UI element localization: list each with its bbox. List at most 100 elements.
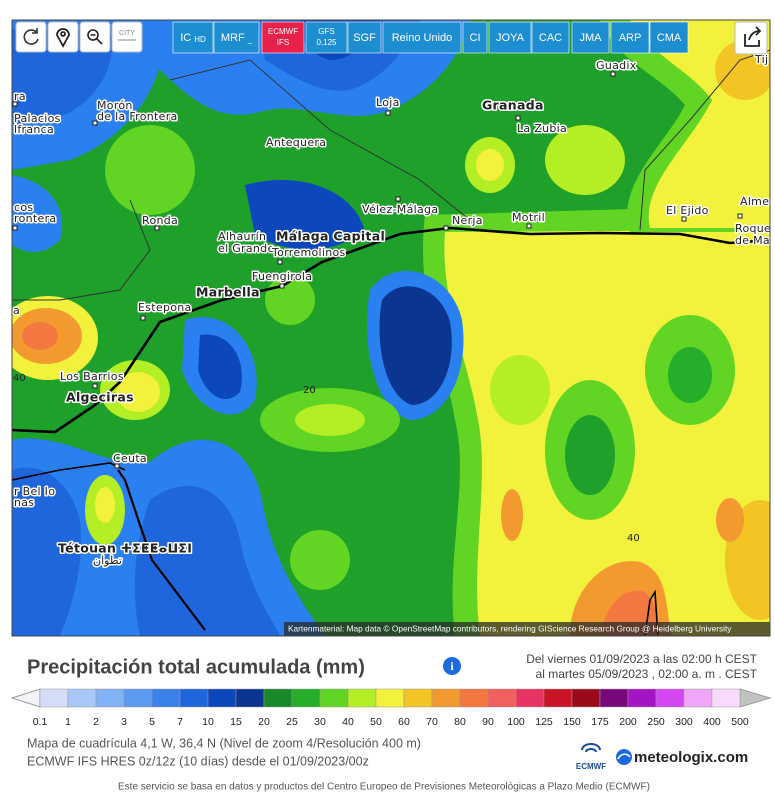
scale-label: 175 — [591, 716, 609, 728]
place-dot — [114, 463, 120, 469]
field-green — [565, 415, 615, 495]
place-label: Marbella — [196, 285, 260, 300]
reload-button[interactable] — [15, 21, 47, 53]
place-label: Loja — [376, 96, 400, 109]
scale-label: 50 — [370, 716, 382, 728]
model-button[interactable] — [610, 21, 650, 54]
field-yellow — [476, 149, 504, 181]
place-label: El Ejido — [666, 204, 709, 217]
model-name: GFS — [318, 27, 334, 36]
scale-label: 40 — [342, 716, 354, 728]
zoom-button[interactable] — [79, 21, 111, 53]
model-sub: 0,125 — [316, 38, 337, 47]
scale-cell — [487, 688, 517, 708]
field-lime — [490, 355, 550, 425]
place-label: Alhaurín — [218, 230, 266, 243]
meteologix-logo: meteologix.com — [634, 749, 748, 766]
scale-label: 3 — [121, 716, 127, 728]
city-button[interactable] — [111, 21, 143, 53]
place-label: Ceuta — [113, 452, 147, 465]
model-button[interactable] — [571, 21, 610, 54]
scale-label: 150 — [563, 716, 581, 728]
model-name: JMA — [580, 32, 603, 44]
model-button[interactable] — [382, 21, 462, 54]
place-label: Málaga Capital — [276, 229, 385, 244]
model-button[interactable] — [649, 21, 689, 54]
share-button[interactable] — [734, 21, 768, 55]
place-label: Tétouan ⵜⵉⵟⵟⴰⵡⵉⵏ — [58, 541, 192, 556]
place-label: nas — [14, 496, 34, 509]
contour-label: 20 — [303, 385, 316, 396]
period-from: Del viernes 01/09/2023 a las 02:00 h CES… — [526, 652, 757, 666]
scale-cell — [123, 688, 153, 708]
field-green — [668, 347, 712, 403]
coast-road — [12, 226, 770, 434]
scale-cell — [67, 688, 97, 708]
place-label: r Bel Io — [14, 485, 55, 498]
model-button[interactable] — [305, 21, 348, 54]
attribution-bg — [284, 622, 770, 636]
map-frame — [11, 19, 771, 637]
field-blue — [12, 175, 62, 252]
model-button[interactable] — [261, 21, 305, 54]
field-orange — [22, 322, 58, 350]
scale-label: 90 — [482, 716, 494, 728]
scale-cell — [543, 688, 573, 708]
toolbar: CITY IC HD MRF _ ECMWF IFS GFS 0,125 SGF Reino Un… — [15, 21, 768, 55]
ecmwf-logo: ECMWF — [576, 762, 606, 771]
place-label: Granada — [482, 98, 544, 113]
scale-cell — [207, 688, 237, 708]
place-label: Vélez-Málaga — [362, 203, 438, 216]
model-sub: HD — [194, 35, 206, 44]
place-label: Tij — [754, 53, 768, 66]
model-name: SGF — [353, 32, 376, 44]
scale-arrow-low — [10, 688, 41, 708]
place-label: ra — [14, 90, 26, 103]
place-label: Morón — [97, 99, 133, 112]
location-button[interactable] — [47, 21, 79, 53]
scale-label: 500 — [731, 716, 749, 728]
model-name: MRF — [221, 32, 245, 44]
place-dot — [92, 383, 98, 389]
share-icon — [744, 26, 762, 47]
info-icon[interactable] — [443, 657, 461, 675]
city-label: CITY — [119, 30, 135, 37]
scale-label: 100 — [507, 716, 525, 728]
road — [117, 469, 206, 631]
scale-label: 2 — [93, 716, 99, 728]
scale-label: 125 — [535, 716, 553, 728]
field-lime — [545, 125, 625, 195]
model-name: IC HD — [180, 32, 206, 44]
color-scale: 0.1 1 2 3 5 7 10 15 20 25 30 40 50 60 70 80 90 100 125 150 1… — [33, 688, 749, 728]
meteologix-logo-mark — [616, 749, 632, 765]
scale-label: 20 — [258, 716, 270, 728]
field-navy — [198, 334, 242, 400]
scale-cell — [403, 688, 433, 708]
scale-cell — [95, 688, 125, 708]
model-button[interactable] — [213, 21, 260, 54]
model-name: Reino Unido — [392, 32, 453, 44]
scale-label: 15 — [230, 716, 242, 728]
model-button[interactable] — [488, 21, 532, 54]
field-blue — [134, 485, 280, 636]
place-label: Alme — [740, 195, 769, 208]
place-label: de la Frontera — [97, 110, 178, 123]
legend: Precipitación total acumulada (mm) i Del… — [10, 652, 772, 793]
ecmwf-logo-mark — [581, 743, 601, 751]
attribution: Kartenmaterial: Map data © OpenStreetMap… — [288, 624, 732, 634]
model-button[interactable] — [462, 21, 488, 54]
field-yellow — [95, 487, 115, 523]
meteologix-logo-mark — [617, 753, 631, 760]
scale-label: 5 — [149, 716, 155, 728]
field-green — [105, 125, 195, 215]
place-label: de Ma — [735, 234, 770, 247]
model-button[interactable] — [347, 21, 382, 54]
field-orange — [716, 498, 744, 542]
model-button[interactable] — [172, 21, 214, 54]
field-blue — [12, 30, 112, 125]
model-name: CAC — [539, 32, 562, 44]
model-button[interactable] — [531, 21, 570, 54]
place-dot — [385, 110, 391, 116]
place-label: Ronda — [142, 214, 178, 227]
